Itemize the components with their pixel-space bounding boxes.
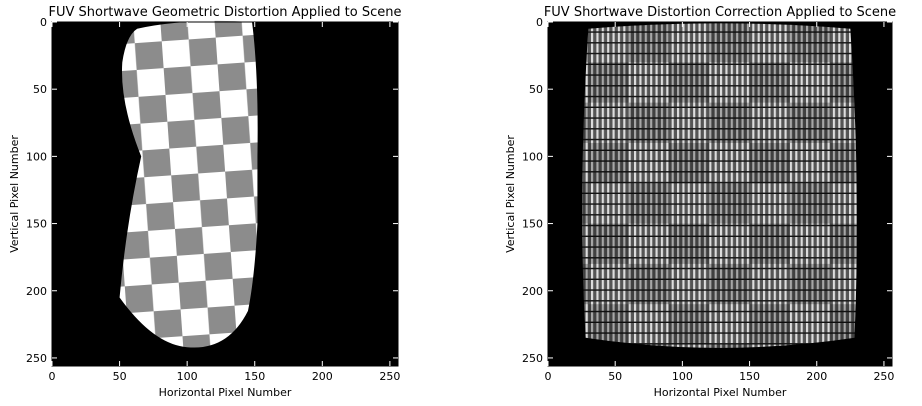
y-tick-label: 0 [40, 16, 47, 29]
y-tick-label: 0 [536, 16, 543, 29]
chart-title: FUV Shortwave Distortion Correction Appl… [544, 5, 896, 20]
x-tick-label: 100 [672, 370, 693, 383]
x-tick-label: 50 [608, 370, 622, 383]
y-tick-label: 250 [26, 352, 47, 365]
x-tick-label: 150 [739, 370, 760, 383]
x-tick-label: 50 [113, 370, 127, 383]
image-content [582, 23, 857, 348]
x-tick-label: 0 [545, 370, 552, 383]
chart-title: FUV Shortwave Geometric Distortion Appli… [49, 5, 402, 20]
y-tick-label: 100 [26, 150, 47, 163]
x-tick-label: 200 [312, 370, 333, 383]
x-axis-label: Horizontal Pixel Number [654, 386, 787, 399]
x-axis-label: Horizontal Pixel Number [159, 386, 292, 399]
y-tick-label: 150 [522, 218, 543, 231]
x-tick-label: 250 [379, 370, 400, 383]
y-axis-label: Vertical Pixel Number [504, 135, 517, 253]
x-tick-label: 0 [49, 370, 56, 383]
scene-shading [582, 23, 857, 348]
y-tick-label: 200 [26, 285, 47, 298]
y-tick-label: 50 [529, 83, 543, 96]
y-tick-label: 150 [26, 218, 47, 231]
y-axis-label: Vertical Pixel Number [8, 135, 21, 253]
scene-shape [119, 20, 258, 348]
y-tick-label: 100 [522, 150, 543, 163]
x-tick-label: 150 [244, 370, 265, 383]
y-tick-label: 200 [522, 285, 543, 298]
x-tick-label: 100 [177, 370, 198, 383]
x-tick-label: 200 [806, 370, 827, 383]
x-tick-label: 250 [873, 370, 894, 383]
axes-frame [51, 21, 399, 367]
y-tick-label: 250 [522, 352, 543, 365]
image-content [119, 20, 258, 348]
y-tick-label: 50 [33, 83, 47, 96]
axes-frame [547, 21, 893, 367]
